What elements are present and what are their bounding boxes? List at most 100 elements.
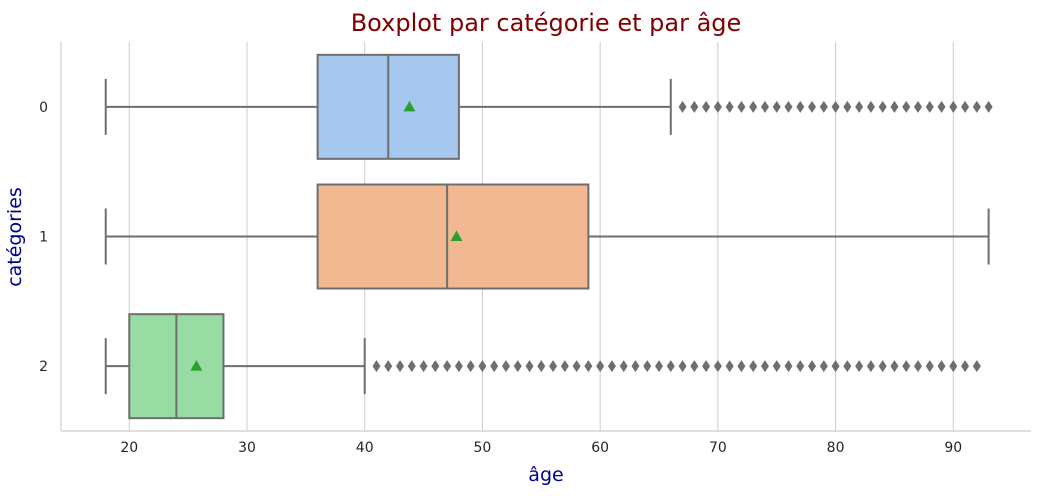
outlier-2-60 xyxy=(596,360,605,373)
outlier-0-69 xyxy=(702,100,711,113)
outlier-2-91 xyxy=(961,360,970,373)
outlier-0-75 xyxy=(772,100,781,113)
x-tick-label-50: 50 xyxy=(474,440,492,456)
mean-marker-0 xyxy=(403,100,416,112)
outlier-2-44 xyxy=(407,360,416,373)
outlier-2-59 xyxy=(584,360,593,373)
outlier-0-79 xyxy=(819,100,828,113)
outlier-2-69 xyxy=(702,360,711,373)
x-tick-label-60: 60 xyxy=(591,440,609,456)
outlier-2-47 xyxy=(443,360,452,373)
outlier-2-66 xyxy=(666,360,675,373)
outlier-0-86 xyxy=(902,100,911,113)
outlier-0-77 xyxy=(796,100,805,113)
x-tick-label-80: 80 xyxy=(827,440,845,456)
outlier-2-80 xyxy=(831,360,840,373)
outlier-2-88 xyxy=(925,360,934,373)
outlier-0-88 xyxy=(925,100,934,113)
outlier-2-83 xyxy=(866,360,875,373)
x-tick-label-90: 90 xyxy=(944,440,962,456)
outlier-2-61 xyxy=(607,360,616,373)
outlier-2-62 xyxy=(619,360,628,373)
outlier-2-45 xyxy=(419,360,428,373)
outlier-2-92 xyxy=(972,360,981,373)
box-1 xyxy=(316,183,590,290)
outlier-0-85 xyxy=(890,100,899,113)
chart-title: Boxplot par catégorie et par âge xyxy=(351,9,742,37)
mean-marker-1 xyxy=(450,230,463,241)
outlier-0-81 xyxy=(843,100,852,113)
outlier-2-89 xyxy=(937,360,946,373)
outlier-2-90 xyxy=(949,360,958,373)
outlier-2-73 xyxy=(749,360,758,373)
outlier-2-63 xyxy=(631,360,640,373)
x-axis-label: âge xyxy=(528,464,563,486)
outlier-0-68 xyxy=(690,100,699,113)
outlier-0-71 xyxy=(725,100,734,113)
outlier-2-78 xyxy=(808,360,817,373)
outlier-2-48 xyxy=(454,360,463,373)
outlier-2-51 xyxy=(490,360,499,373)
outlier-2-58 xyxy=(572,360,581,373)
outlier-0-70 xyxy=(713,100,722,113)
outlier-2-79 xyxy=(819,360,828,373)
outlier-0-76 xyxy=(784,100,793,113)
outlier-2-87 xyxy=(913,360,922,373)
outlier-0-87 xyxy=(913,100,922,113)
outlier-2-82 xyxy=(855,360,864,373)
outlier-0-78 xyxy=(808,100,817,113)
outlier-2-54 xyxy=(525,360,534,373)
y-tick-label-1: 1 xyxy=(39,230,48,246)
outlier-0-72 xyxy=(737,100,746,113)
outlier-2-57 xyxy=(560,360,569,373)
outlier-2-67 xyxy=(678,360,687,373)
box-series xyxy=(104,53,993,420)
outlier-2-70 xyxy=(713,360,722,373)
outlier-0-91 xyxy=(961,100,970,113)
y-axis-label: catégories xyxy=(4,187,26,287)
outlier-2-77 xyxy=(796,360,805,373)
y-tick-label-2: 2 xyxy=(39,359,48,375)
outlier-2-71 xyxy=(725,360,734,373)
x-tick-label-70: 70 xyxy=(709,440,727,456)
outlier-0-92 xyxy=(972,100,981,113)
outlier-0-83 xyxy=(866,100,875,113)
outlier-2-86 xyxy=(902,360,911,373)
outlier-0-93 xyxy=(984,100,993,113)
outlier-0-67 xyxy=(678,100,687,113)
outlier-2-68 xyxy=(690,360,699,373)
outlier-2-52 xyxy=(501,360,510,373)
outlier-0-73 xyxy=(749,100,758,113)
outlier-0-80 xyxy=(831,100,840,113)
outlier-2-53 xyxy=(513,360,522,373)
outlier-0-89 xyxy=(937,100,946,113)
outlier-2-65 xyxy=(655,360,664,373)
outlier-2-55 xyxy=(537,360,546,373)
outlier-2-46 xyxy=(431,360,440,373)
x-tick-label-30: 30 xyxy=(238,440,256,456)
outlier-2-72 xyxy=(737,360,746,373)
box-group-0 xyxy=(104,53,993,160)
outlier-0-90 xyxy=(949,100,958,113)
outlier-2-42 xyxy=(384,360,393,373)
outlier-2-43 xyxy=(396,360,405,373)
outlier-0-84 xyxy=(878,100,887,113)
outlier-2-74 xyxy=(760,360,769,373)
box-group-1 xyxy=(104,183,990,290)
outlier-2-84 xyxy=(878,360,887,373)
outlier-0-82 xyxy=(855,100,864,113)
x-tick-label-20: 20 xyxy=(120,440,138,456)
outlier-0-74 xyxy=(760,100,769,113)
outlier-2-49 xyxy=(466,360,475,373)
x-tick-labels: 20 30 40 50 60 70 80 90 xyxy=(120,440,962,456)
y-tick-labels: 0 1 2 xyxy=(39,100,48,375)
axis-spines xyxy=(60,42,1031,432)
outlier-2-81 xyxy=(843,360,852,373)
outlier-2-85 xyxy=(890,360,899,373)
outlier-2-64 xyxy=(643,360,652,373)
box-group-2 xyxy=(104,313,981,420)
outlier-2-75 xyxy=(772,360,781,373)
mean-marker-2 xyxy=(190,360,203,371)
outlier-2-56 xyxy=(549,360,558,373)
